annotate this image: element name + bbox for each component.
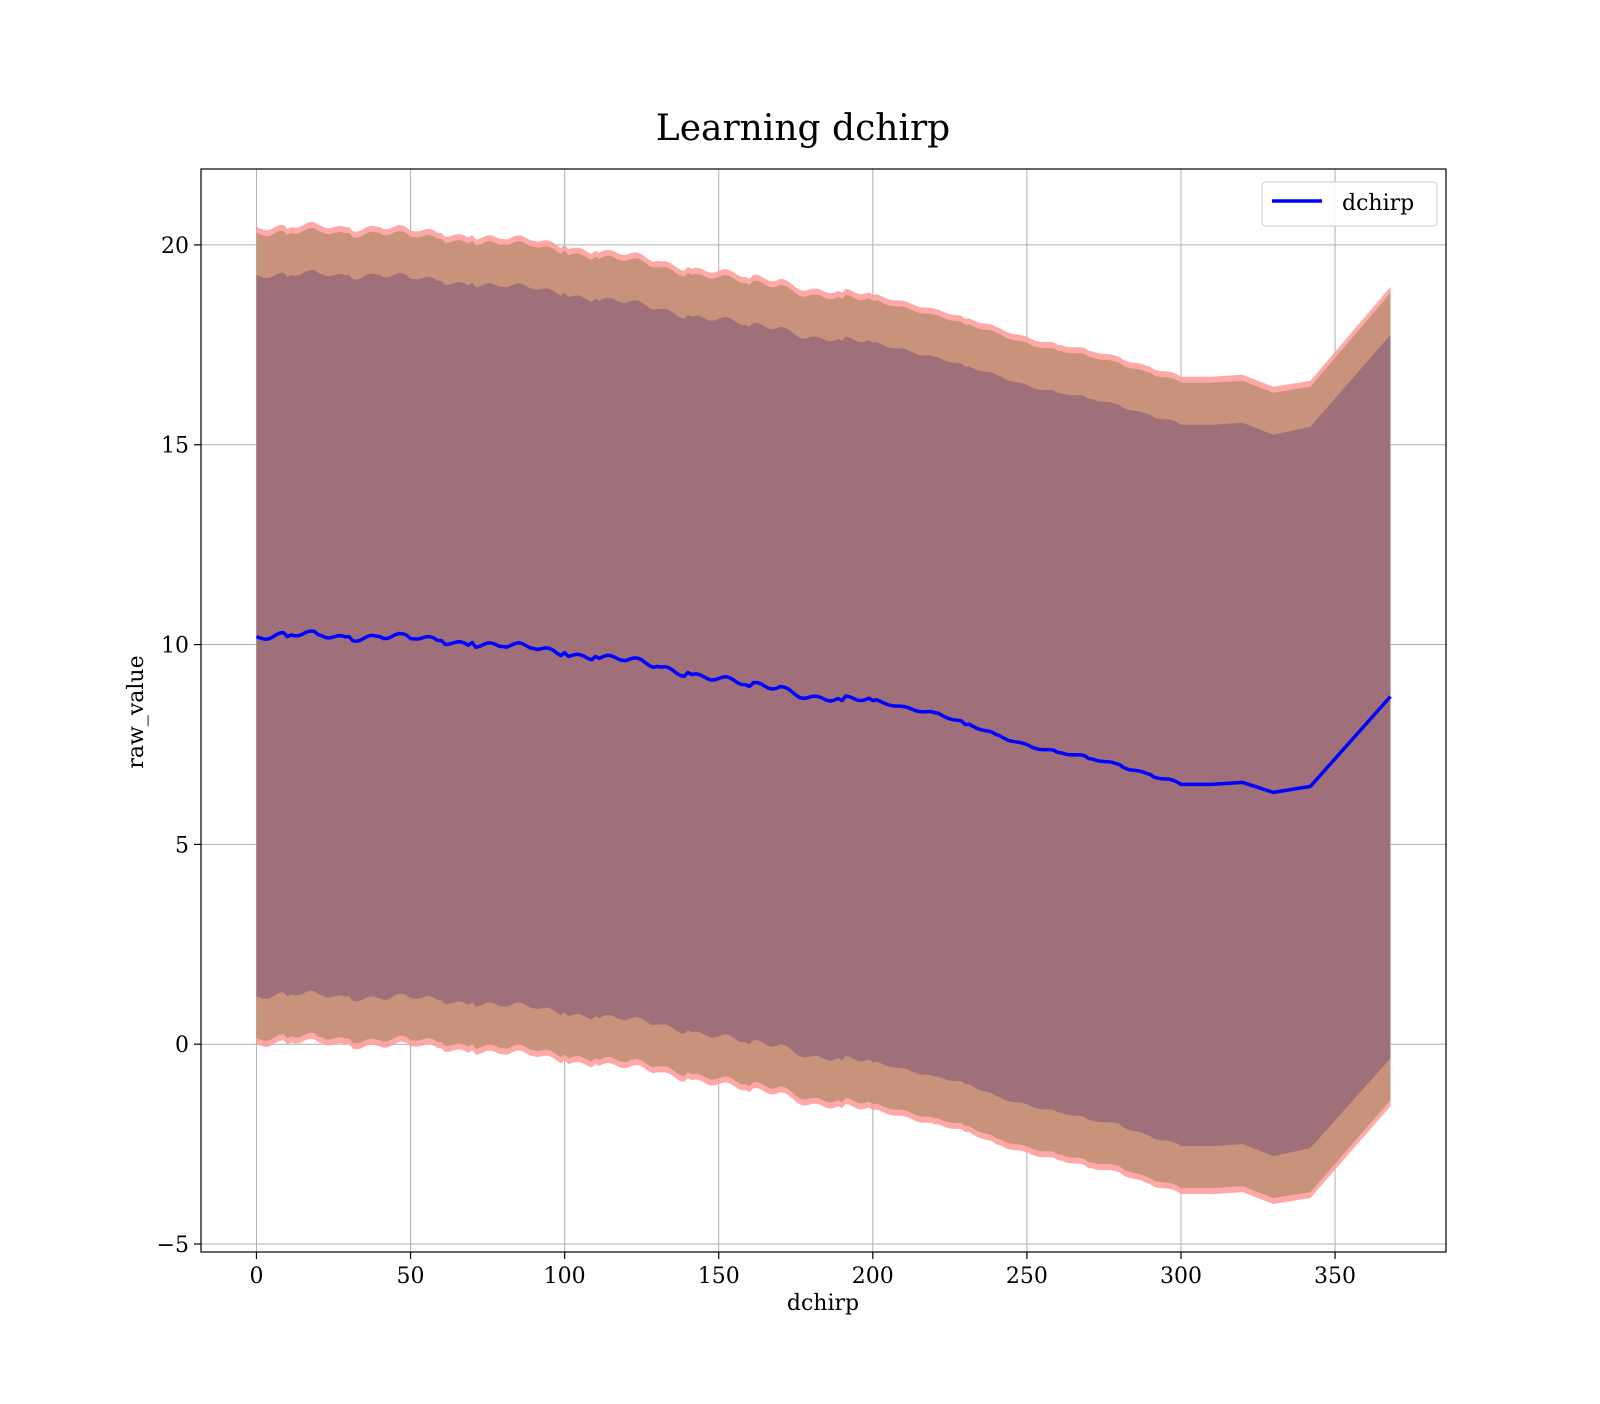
chart-title: Learning dchirp — [656, 108, 950, 149]
x-tick-label: 250 — [1006, 1264, 1048, 1289]
bands-layer — [256, 221, 1391, 1204]
legend-label-dchirp: dchirp — [1342, 191, 1414, 216]
legend: dchirp — [1261, 181, 1438, 227]
x-tick-label: 150 — [698, 1264, 740, 1289]
x-tick-label: 100 — [544, 1264, 586, 1289]
x-tick-label: 0 — [249, 1264, 263, 1289]
y-axis-ticks: −5 0 5 10 15 20 — [157, 234, 201, 1258]
y-tick-label: −5 — [157, 1233, 189, 1258]
plot-frame — [200, 168, 1447, 1253]
legend-box — [1261, 181, 1438, 227]
y-axis-label: raw_value — [124, 655, 149, 768]
line-layer — [255, 629, 1392, 795]
x-tick-label: 50 — [397, 1264, 425, 1289]
x-axis-label: dchirp — [787, 1291, 859, 1316]
series-line-dchirp — [255, 629, 1392, 795]
y-tick-label: 5 — [175, 833, 189, 858]
x-tick-label: 350 — [1314, 1264, 1356, 1289]
y-tick-label: 15 — [161, 434, 189, 459]
x-axis-ticks: 0 50 100 150 200 250 300 350 — [249, 1252, 1356, 1289]
y-tick-label: 0 — [175, 1033, 189, 1058]
y-tick-label: 10 — [161, 634, 189, 659]
band-inner — [256, 269, 1391, 1157]
x-tick-label: 200 — [852, 1264, 894, 1289]
x-tick-label: 300 — [1160, 1264, 1202, 1289]
y-tick-label: 20 — [161, 234, 189, 259]
